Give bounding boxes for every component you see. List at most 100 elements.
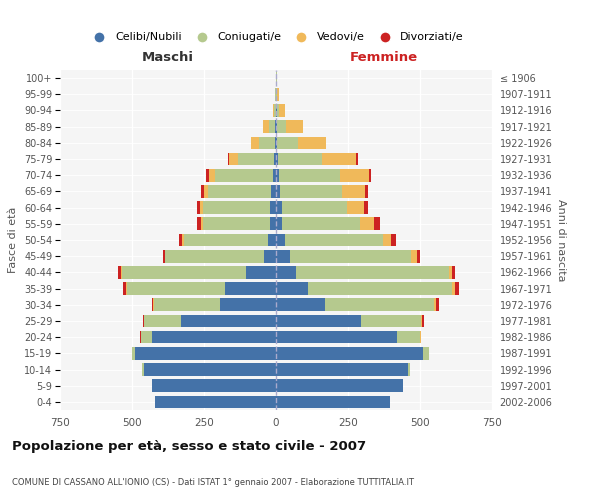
Bar <box>276 298 325 311</box>
Bar <box>272 169 276 181</box>
Bar <box>455 282 459 295</box>
Bar <box>421 314 422 328</box>
Bar <box>391 234 395 246</box>
Bar <box>140 331 152 344</box>
Bar <box>276 218 282 230</box>
Text: COMUNE DI CASSANO ALL'IONIO (CS) - Dati ISTAT 1° gennaio 2007 - Elaborazione TUT: COMUNE DI CASSANO ALL'IONIO (CS) - Dati … <box>12 478 414 487</box>
Bar <box>118 266 121 278</box>
Bar <box>276 314 361 328</box>
Bar <box>152 331 276 344</box>
Y-axis label: Anni di nascita: Anni di nascita <box>556 198 566 281</box>
Bar <box>276 396 390 408</box>
Bar <box>181 314 276 328</box>
Bar <box>276 152 278 166</box>
Bar <box>220 298 276 311</box>
Bar <box>279 104 284 117</box>
Bar <box>277 120 286 133</box>
Bar <box>166 250 264 262</box>
Bar <box>184 234 268 246</box>
Bar <box>276 250 290 262</box>
Bar <box>412 250 417 262</box>
Bar <box>342 185 365 198</box>
Bar <box>269 202 276 214</box>
Bar <box>143 314 181 328</box>
Bar <box>277 136 298 149</box>
Bar <box>182 234 184 246</box>
Text: Popolazione per età, sesso e stato civile - 2007: Popolazione per età, sesso e stato civil… <box>12 440 366 453</box>
Bar <box>436 298 439 311</box>
Bar <box>274 152 276 166</box>
Bar <box>269 218 276 230</box>
Bar <box>340 169 369 181</box>
Bar <box>452 266 455 278</box>
Bar <box>397 331 420 344</box>
Bar <box>269 120 275 133</box>
Bar <box>356 152 358 166</box>
Bar <box>202 218 203 230</box>
Bar <box>308 282 452 295</box>
Bar <box>276 136 277 149</box>
Bar <box>197 218 202 230</box>
Bar <box>417 250 420 262</box>
Bar <box>152 380 276 392</box>
Bar <box>280 169 340 181</box>
Bar <box>163 250 164 262</box>
Bar <box>200 202 203 214</box>
Bar <box>347 202 364 214</box>
Bar <box>276 120 277 133</box>
Bar <box>274 104 276 117</box>
Bar <box>277 88 278 101</box>
Bar <box>209 169 215 181</box>
Bar <box>422 314 424 328</box>
Y-axis label: Fasce di età: Fasce di età <box>8 207 19 273</box>
Bar <box>409 363 410 376</box>
Bar <box>284 234 383 246</box>
Bar <box>369 169 371 181</box>
Bar <box>452 282 455 295</box>
Bar <box>263 120 269 133</box>
Bar <box>275 136 276 149</box>
Bar <box>152 298 154 311</box>
Bar <box>359 218 374 230</box>
Bar <box>322 152 356 166</box>
Bar <box>277 104 279 117</box>
Bar <box>179 234 182 246</box>
Bar <box>276 185 280 198</box>
Bar <box>227 152 229 166</box>
Bar <box>423 347 428 360</box>
Bar <box>449 266 452 278</box>
Bar <box>282 218 359 230</box>
Text: Maschi: Maschi <box>142 50 194 64</box>
Bar <box>124 282 126 295</box>
Bar <box>271 185 276 198</box>
Bar <box>276 266 296 278</box>
Bar <box>286 120 304 133</box>
Bar <box>276 234 284 246</box>
Bar <box>127 282 225 295</box>
Bar <box>135 347 276 360</box>
Bar <box>276 331 397 344</box>
Bar <box>365 185 368 198</box>
Bar <box>132 347 135 360</box>
Bar <box>276 169 280 181</box>
Bar <box>325 298 434 311</box>
Bar <box>276 347 423 360</box>
Bar <box>215 169 272 181</box>
Bar <box>246 266 276 278</box>
Bar <box>206 169 209 181</box>
Bar <box>276 363 409 376</box>
Bar <box>201 185 204 198</box>
Bar <box>264 250 276 262</box>
Bar <box>276 202 282 214</box>
Bar <box>122 266 246 278</box>
Bar <box>273 104 274 117</box>
Bar <box>204 185 208 198</box>
Bar <box>259 136 275 149</box>
Bar <box>278 152 322 166</box>
Bar <box>276 282 308 295</box>
Bar <box>203 218 269 230</box>
Bar <box>203 202 269 214</box>
Text: Femmine: Femmine <box>350 50 418 64</box>
Bar <box>276 380 403 392</box>
Bar <box>208 185 271 198</box>
